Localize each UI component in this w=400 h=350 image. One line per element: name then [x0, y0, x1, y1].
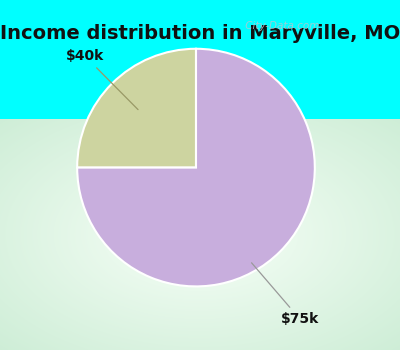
Text: City-Data.com: City-Data.com — [242, 21, 320, 31]
Wedge shape — [77, 49, 315, 286]
Text: Income distribution in Maryville, MO: Income distribution in Maryville, MO — [0, 24, 400, 43]
Text: (%): (%) — [181, 57, 219, 76]
Text: Other residents: Other residents — [136, 84, 264, 102]
Wedge shape — [77, 49, 196, 168]
Text: $75k: $75k — [252, 263, 319, 326]
Text: $40k: $40k — [66, 49, 138, 110]
